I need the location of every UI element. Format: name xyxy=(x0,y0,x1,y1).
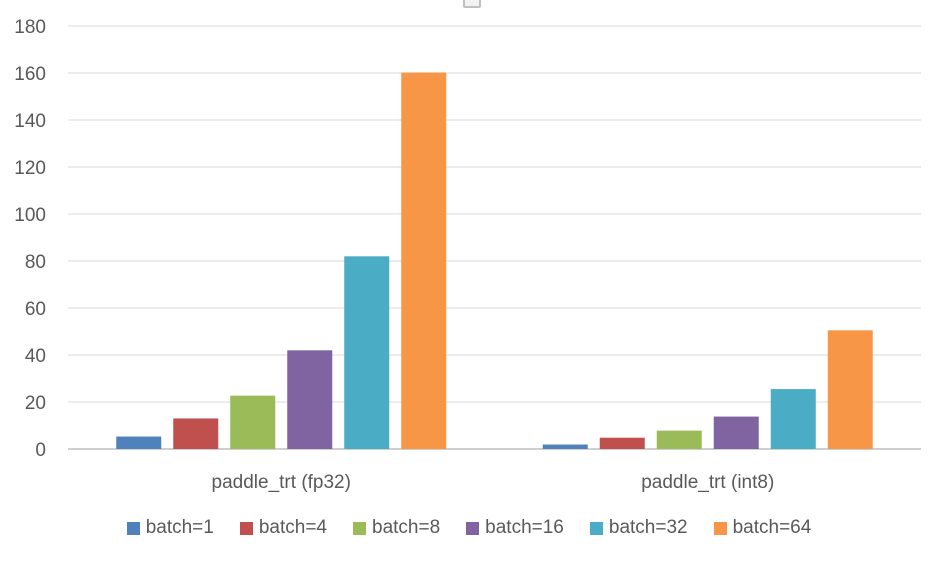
y-tick-label: 100 xyxy=(14,205,46,226)
legend-label: batch=64 xyxy=(732,517,812,538)
legend-label: batch=8 xyxy=(372,517,441,538)
legend-swatch xyxy=(466,521,480,535)
legend-item: batch=1 xyxy=(126,517,214,539)
legend-swatch xyxy=(353,521,366,535)
bar xyxy=(599,437,645,449)
legend-swatch xyxy=(589,521,603,535)
x-category-label: paddle_trt (fp32) xyxy=(212,472,351,493)
legend-swatch xyxy=(239,521,253,535)
gridlines xyxy=(68,25,921,450)
bar xyxy=(230,395,276,449)
y-tick-label: 60 xyxy=(25,299,46,320)
y-axis-ticks: 0 20 40 60 80 100 120 140 160 180 xyxy=(14,17,46,461)
bar xyxy=(713,416,759,449)
legend-swatch xyxy=(126,521,140,535)
bar xyxy=(827,330,873,449)
legend-label: batch=16 xyxy=(485,517,564,538)
legend-item: batch=32 xyxy=(589,517,688,539)
x-axis-categories: paddle_trt (fp32) paddle_trt (int8) xyxy=(212,472,775,493)
y-tick-label: 40 xyxy=(25,346,46,367)
x-category-label: paddle_trt (int8) xyxy=(641,472,774,493)
legend-label: batch=4 xyxy=(258,517,327,538)
chart-title-placeholder xyxy=(463,0,481,8)
legend-item: batch=8 xyxy=(353,517,440,539)
legend-item: batch=16 xyxy=(466,517,564,539)
y-tick-label: 180 xyxy=(14,17,46,38)
bar xyxy=(287,350,333,449)
bar xyxy=(401,72,447,449)
legend-label: batch=32 xyxy=(608,517,688,538)
bar xyxy=(656,430,702,449)
y-tick-label: 120 xyxy=(14,158,46,179)
bar xyxy=(542,444,588,449)
bar xyxy=(344,256,390,449)
bar xyxy=(173,418,219,449)
legend-swatch xyxy=(713,521,727,535)
bars xyxy=(116,72,873,449)
legend-label: batch=1 xyxy=(145,517,214,538)
bar xyxy=(116,436,162,449)
legend: batch=1 batch=4 batch=8 batch=16 batch=32 bat… xyxy=(0,517,938,539)
y-tick-label: 140 xyxy=(14,111,46,132)
y-tick-label: 160 xyxy=(14,64,46,85)
legend-item: batch=64 xyxy=(713,517,812,539)
bar-chart: 0 20 40 60 80 100 120 140 160 180 paddle_trt (fp3… xyxy=(14,17,921,493)
y-tick-label: 0 xyxy=(35,440,46,461)
bar xyxy=(770,389,816,449)
y-tick-label: 80 xyxy=(25,252,46,273)
legend-item: batch=4 xyxy=(239,517,327,539)
y-tick-label: 20 xyxy=(25,393,46,414)
